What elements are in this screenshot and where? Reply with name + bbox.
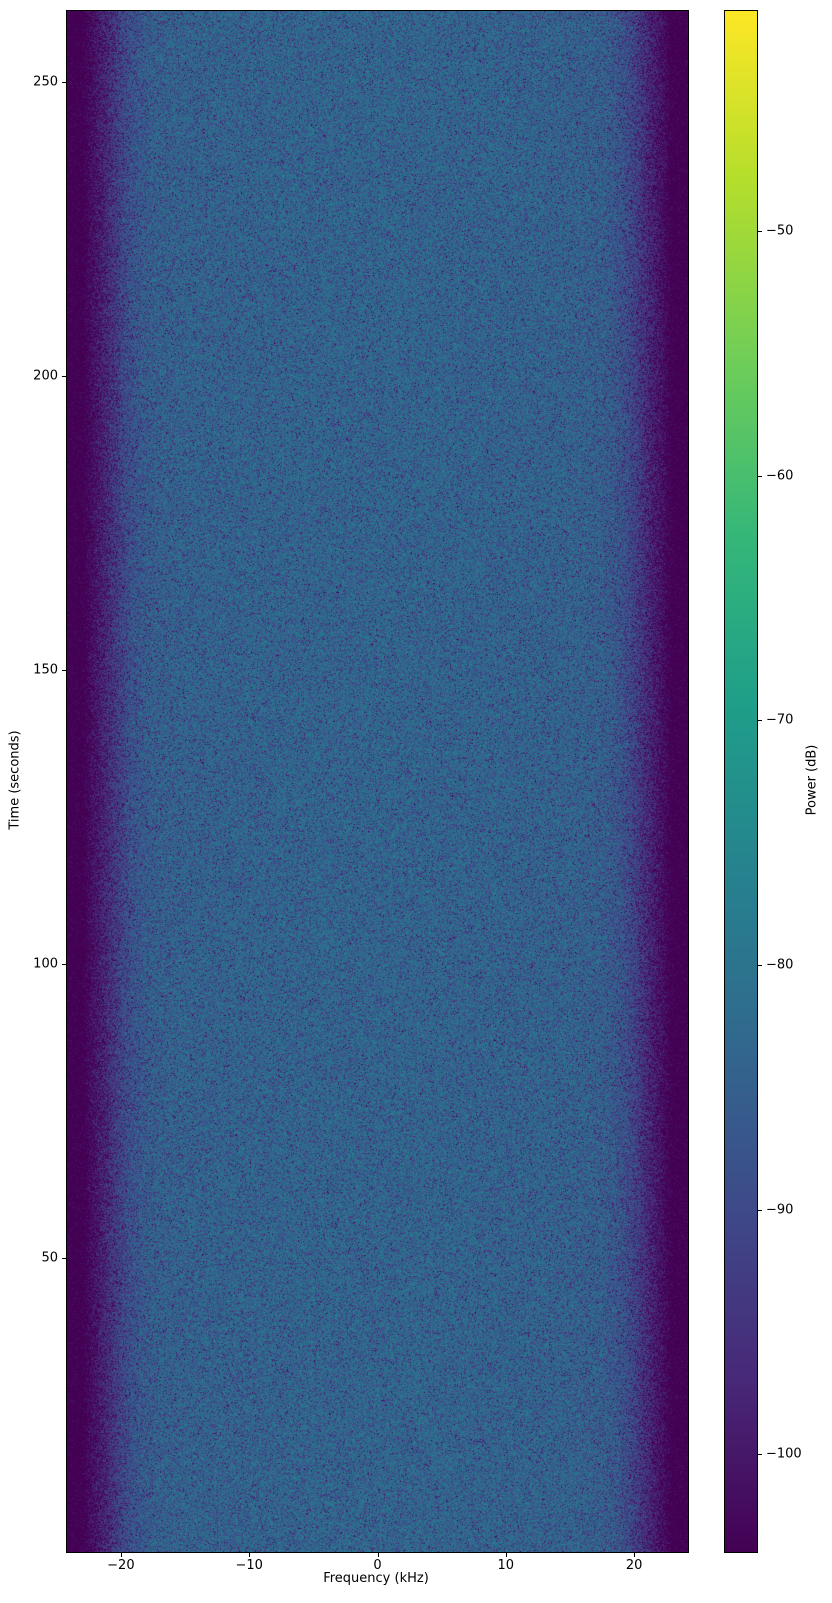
colorbar-tick-label: −60 [766, 469, 793, 482]
x-tick-label: 10 [498, 1559, 515, 1572]
x-tick-mark [634, 1553, 635, 1557]
y-tick-mark [62, 964, 66, 965]
y-tick-label: 100 [33, 957, 58, 970]
x-axis-label: Frequency (kHz) [323, 1572, 429, 1585]
colorbar-tick-mark [758, 1454, 762, 1455]
y-tick-mark [62, 82, 66, 83]
y-tick-label: 250 [33, 75, 58, 88]
x-tick-mark [506, 1553, 507, 1557]
colorbar-tick-label: −80 [766, 958, 793, 971]
x-tick-mark [121, 1553, 122, 1557]
colorbar-tick-mark [758, 965, 762, 966]
x-tick-mark [378, 1553, 379, 1557]
y-axis-label: Time (seconds) [9, 730, 22, 829]
y-tick-label: 150 [33, 663, 58, 676]
colorbar-tick-label: −70 [766, 714, 793, 727]
colorbar-tick-mark [758, 1210, 762, 1211]
matplotlib-figure: −20 −10 0 10 20 50 100 150 200 250 Frequency (kH… [0, 0, 832, 1603]
plot-area [66, 10, 689, 1553]
y-tick-mark [62, 1258, 66, 1259]
y-tick-mark [62, 670, 66, 671]
y-tick-label: 200 [33, 369, 58, 382]
colorbar-tick-label: −50 [766, 225, 793, 238]
colorbar-tick-mark [758, 231, 762, 232]
x-tick-label: 20 [626, 1559, 643, 1572]
colorbar-tick-label: −100 [766, 1448, 802, 1461]
colorbar-label: Power (dB) [806, 745, 819, 816]
colorbar-tick-label: −90 [766, 1203, 793, 1216]
colorbar-tick-mark [758, 476, 762, 477]
spectrogram-heatmap [67, 11, 688, 1552]
x-tick-label: −10 [235, 1559, 262, 1572]
colorbar [724, 10, 758, 1553]
x-tick-mark [249, 1553, 250, 1557]
colorbar-gradient [725, 11, 757, 1552]
x-tick-label: −20 [107, 1559, 134, 1572]
colorbar-tick-mark [758, 720, 762, 721]
y-tick-label: 50 [41, 1251, 58, 1264]
y-tick-mark [62, 376, 66, 377]
